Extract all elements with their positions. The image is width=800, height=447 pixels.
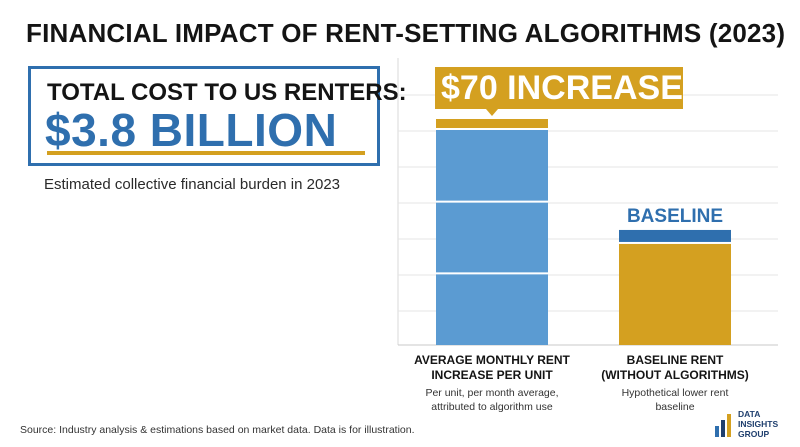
category-label: BASELINE RENT: [627, 353, 724, 367]
category-sublabel: Hypothetical lower rent: [622, 387, 729, 399]
bar: [619, 243, 731, 345]
source-note: Source: Industry analysis & estimations …: [20, 424, 415, 436]
increase-callout-label: $70 INCREASE: [441, 69, 683, 107]
logo-line-2: INSIGHTS: [738, 419, 779, 429]
bar-cap: [619, 229, 731, 242]
bar-chart-logo-icon: [715, 414, 731, 437]
callout-pointer: [486, 109, 498, 116]
category-label: (WITHOUT ALGORITHMS): [601, 368, 749, 382]
total-cost-underline: [47, 151, 365, 155]
bar-cap: [436, 119, 548, 128]
category-sublabel: Per unit, per month average,: [425, 387, 558, 399]
logo-line-1: DATA: [738, 409, 761, 419]
category-sublabel: baseline: [655, 401, 694, 413]
logo-line-3: GROUP: [738, 429, 770, 439]
page-title: FINANCIAL IMPACT OF RENT-SETTING ALGORIT…: [26, 18, 786, 48]
category-label: INCREASE PER UNIT: [431, 368, 553, 382]
category-sublabel: attributed to algorithm use: [431, 401, 553, 413]
baseline-callout-label: BASELINE: [627, 206, 723, 227]
total-cost-label: TOTAL COST TO US RENTERS:: [47, 79, 407, 106]
increase-callout-box: [435, 67, 683, 109]
bar: [436, 130, 548, 345]
total-cost-value: $3.8 BILLION: [45, 104, 338, 156]
total-cost-callout: TOTAL COST TO US RENTERS: $3.8 BILLION: [28, 66, 407, 166]
category-label: AVERAGE MONTHLY RENT: [414, 353, 570, 367]
logo-text: DATA INSIGHTS GROUP: [738, 409, 778, 439]
total-cost-caption: Estimated collective financial burden in…: [44, 176, 341, 193]
